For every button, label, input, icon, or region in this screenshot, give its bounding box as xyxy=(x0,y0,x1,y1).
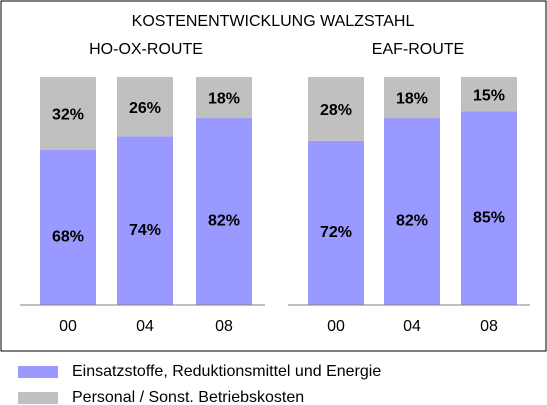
data-label: 26% xyxy=(129,100,161,117)
bar-segment xyxy=(384,118,440,305)
legend-label: Einsatzstoffe, Reduktionsmittel und Ener… xyxy=(72,363,381,380)
x-tick-label: 00 xyxy=(59,318,77,335)
data-label: 15% xyxy=(473,87,505,104)
bar-segment xyxy=(308,77,364,141)
data-label: 82% xyxy=(208,213,240,230)
bar-segment xyxy=(117,77,173,137)
bar-segment xyxy=(196,118,252,305)
bar-segment xyxy=(461,111,517,305)
legend-swatch xyxy=(18,392,58,404)
bar-segment xyxy=(117,136,173,305)
bar-segment xyxy=(384,77,440,119)
subtitle: HO-OX-ROUTE xyxy=(89,41,203,58)
data-label: 82% xyxy=(396,213,428,230)
data-label: 68% xyxy=(52,229,84,246)
x-tick-label: 08 xyxy=(215,318,233,335)
data-label: 18% xyxy=(208,91,240,108)
legend-swatch xyxy=(18,366,58,378)
bar-segment xyxy=(461,77,517,112)
legend-label: Personal / Sonst. Betriebskosten xyxy=(72,389,304,405)
data-label: 74% xyxy=(129,222,161,239)
bar-segment xyxy=(308,140,364,305)
bar-segment xyxy=(40,77,96,150)
subtitle: EAF-ROUTE xyxy=(372,41,464,58)
data-label: 18% xyxy=(396,91,428,108)
data-label: 28% xyxy=(320,102,352,119)
bar-segment xyxy=(40,149,96,305)
x-tick-label: 00 xyxy=(327,318,345,335)
chart-title: KOSTENENTWICKLUNG WALZSTAHL xyxy=(132,13,415,30)
data-label: 72% xyxy=(320,224,352,241)
x-tick-label: 04 xyxy=(403,318,421,335)
x-tick-label: 08 xyxy=(480,318,498,335)
data-label: 32% xyxy=(52,107,84,124)
x-tick-label: 04 xyxy=(136,318,154,335)
chart-border xyxy=(0,0,547,352)
bar-segment xyxy=(196,77,252,119)
data-label: 85% xyxy=(473,209,505,226)
